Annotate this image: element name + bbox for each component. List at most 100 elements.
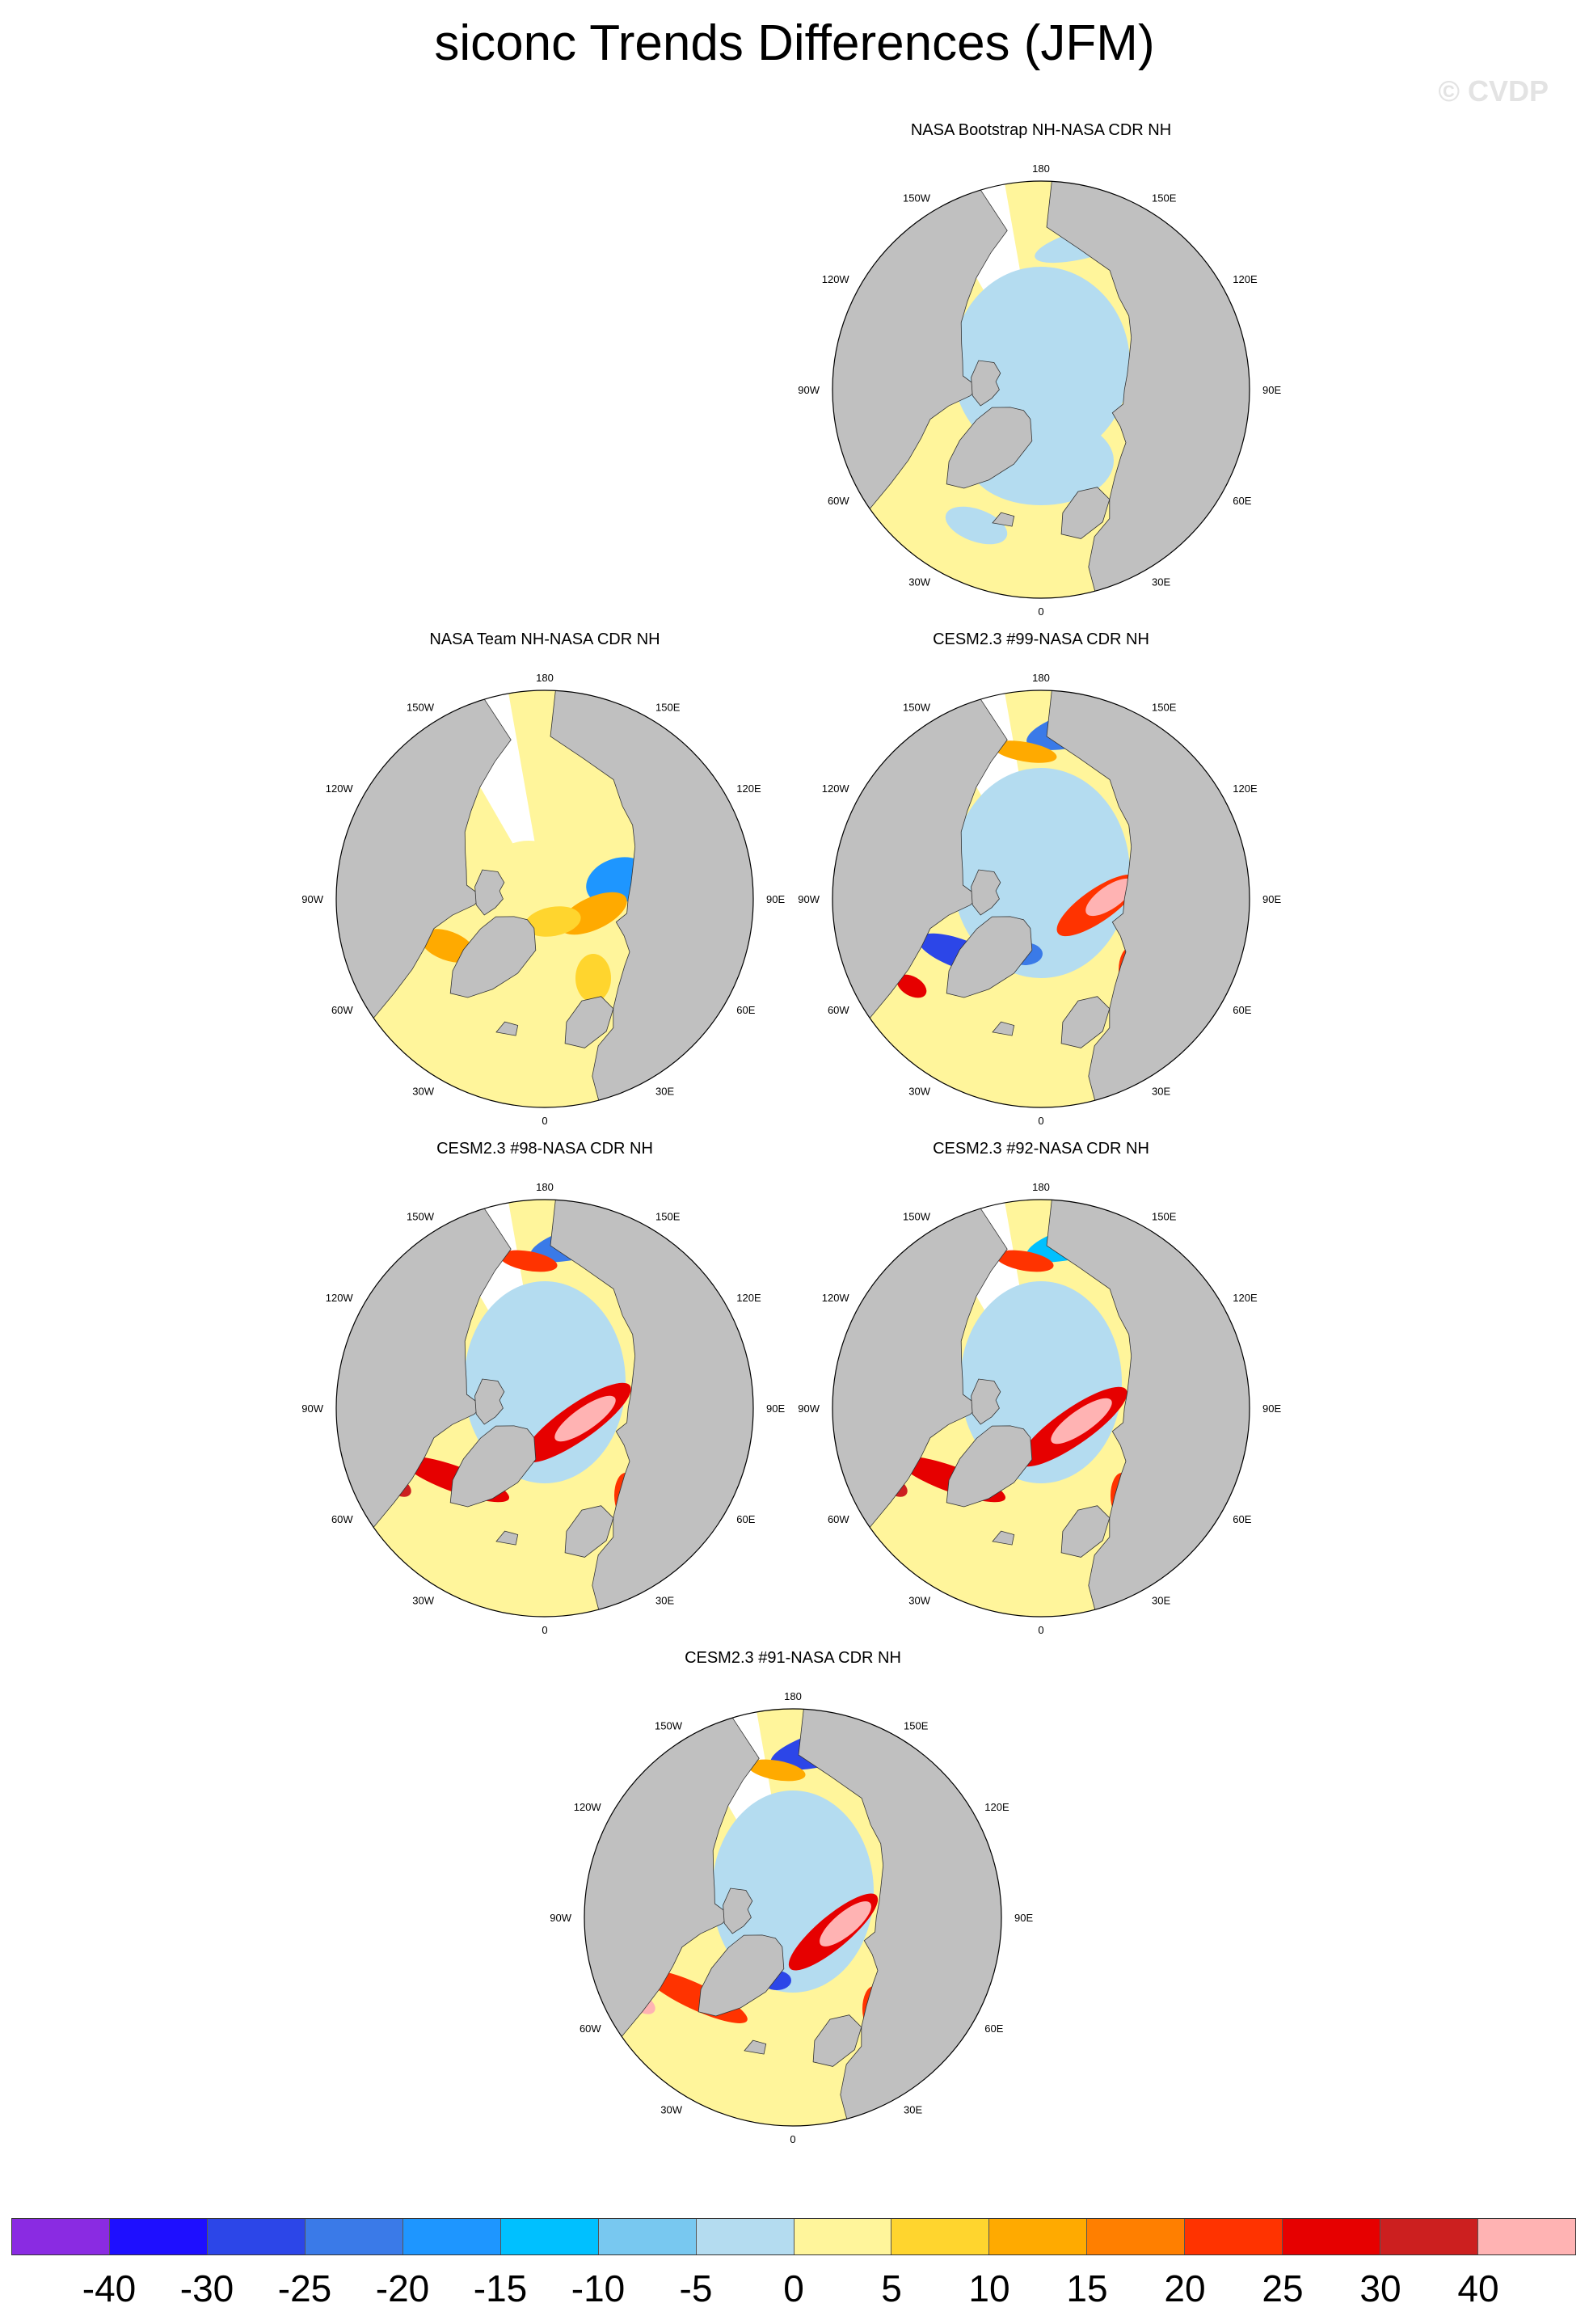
longitude-label: 180 [1032,162,1050,175]
ice-diff-baltic [575,954,611,1002]
iceland-landmass [992,1530,1015,1546]
greenland-landmass [946,407,1033,489]
colorbar-tick-label: 0 [783,2267,804,2309]
longitude-label: 90E [766,1402,785,1415]
canadian-archipelago [971,869,1001,916]
colorbar-box [500,2219,599,2254]
longitude-label: 90E [1262,893,1281,905]
greenland-landmass [449,1425,537,1508]
longitude-label: 60W [331,1004,353,1016]
longitude-label: 90W [550,1912,571,1924]
scandinavia-landmass [564,1505,614,1558]
longitude-label: 180 [1032,672,1050,684]
longitude-label: 150W [407,702,435,714]
colorbar-box [1185,2219,1283,2254]
map-panel: CESM2.3 #98-NASA CDR NH 180 150E 120E 90E 60E… [301,1140,785,1636]
longitude-label: 90E [1014,1912,1033,1924]
longitude-label: 30E [655,1085,674,1097]
canadian-archipelago [971,360,1001,407]
longitude-label: 30W [908,1085,930,1097]
colorbar-tick-label: -25 [277,2267,332,2309]
ice-diff-chukchi-edge [499,1250,558,1272]
longitude-label: 60W [828,1513,849,1525]
longitude-label: 90E [766,893,785,905]
map-boundary [832,180,1250,599]
iceland-landmass [495,1530,519,1546]
panel-title: NASA Team NH-NASA CDR NH [429,631,660,648]
longitude-label: 60E [1233,1004,1251,1016]
longitude-label: 90E [1262,1402,1281,1415]
ice-diff-barents-core [1051,1398,1112,1445]
longitude-label: 90W [798,384,820,396]
longitude-label: 120E [1233,782,1258,795]
panel-title: CESM2.3 #98-NASA CDR NH [436,1140,653,1158]
greenland-landmass [946,1425,1033,1508]
longitude-label: 150E [655,1211,681,1223]
colorbar-box [1283,2219,1381,2254]
colorbar-box [207,2219,306,2254]
longitude-label: 30E [904,2103,922,2115]
colorbar-tick-label: 15 [1066,2267,1108,2309]
longitude-label: 150E [1152,702,1177,714]
longitude-label: 60W [828,1004,849,1016]
colorbar-tick-label: 25 [1262,2267,1304,2309]
iceland-landmass [992,512,1015,527]
colorbar-box [598,2219,697,2254]
longitude-label: 150E [904,1720,929,1732]
longitude-label: 60E [736,1004,755,1016]
colorbar-box [305,2219,403,2254]
longitude-label: 30W [908,1594,930,1606]
colorbar-box [12,2219,110,2254]
longitude-label: 150E [655,702,681,714]
colorbar-box [403,2219,501,2254]
longitude-label: 60E [984,2022,1003,2035]
canadian-archipelago [474,1378,505,1425]
map-panel: CESM2.3 #99-NASA CDR NH 180 150E 120E 90E 60E… [798,631,1281,1127]
ice-diff-chukchi-edge [993,740,1057,763]
ice-diff-hudson-pos [896,974,927,998]
colorbar-tick-label: 40 [1457,2267,1499,2309]
canadian-archipelago [474,869,505,916]
longitude-label: 60W [331,1513,353,1525]
longitude-label: 120W [822,1292,850,1304]
longitude-label: 60W [580,2022,601,2035]
colorbar-box [891,2219,990,2254]
colorbar-tick-label: -30 [179,2267,234,2309]
longitude-label: 120E [1233,1292,1258,1304]
polar-map: 180 150E 120E 90E 60E 30E 0 30W 60W 90W 120W 150W [798,162,1281,618]
longitude-label: 90E [1262,384,1281,396]
ice-diff-chukchi-edge [748,1759,806,1782]
cvdp-watermark: © CVDP [1438,74,1549,108]
greenland-landmass [946,916,1033,998]
polar-map: 180 150E 120E 90E 60E 30E 0 30W 60W 90W 120W 150W [550,1690,1033,2145]
colorbar-tick-label: -5 [679,2267,713,2309]
longitude-label: 150W [407,1211,435,1223]
polar-map: 180 150E 120E 90E 60E 30E 0 30W 60W 90W 120W 150W [301,672,785,1127]
polar-map: 180 150E 120E 90E 60E 30E 0 30W 60W 90W 120W 150W [798,672,1281,1127]
longitude-label: 0 [542,1624,547,1636]
colorbar [11,2218,1576,2255]
longitude-label: 60E [1233,495,1251,507]
longitude-label: 150W [903,702,931,714]
longitude-label: 0 [1038,605,1043,618]
longitude-label: 120E [736,782,761,795]
map-boundary [832,1199,1250,1618]
greenland-landmass [698,1934,785,2017]
scandinavia-landmass [1060,1505,1111,1558]
longitude-label: 0 [790,2133,795,2145]
map-panel: CESM2.3 #92-NASA CDR NH 180 150E 120E 90E 60E… [798,1140,1281,1636]
longitude-label: 90W [798,1402,820,1415]
ice-diff-barents-core [1085,878,1134,917]
greenland-landmass [449,916,537,998]
longitude-label: 60E [1233,1513,1251,1525]
map-boundary [584,1708,1002,2127]
longitude-label: 180 [784,1690,802,1702]
canadian-archipelago [723,1887,753,1934]
longitude-label: 30W [412,1594,434,1606]
longitude-label: 180 [1032,1181,1050,1193]
longitude-label: 150W [903,192,931,205]
colorbar-tick-label: -40 [82,2267,137,2309]
colorbar-tick-label: 10 [968,2267,1010,2309]
iceland-landmass [992,1021,1015,1036]
longitude-label: 30E [655,1594,674,1606]
